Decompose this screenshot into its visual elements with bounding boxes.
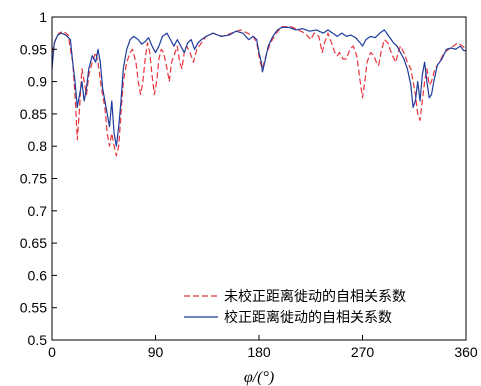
x-tick-label: 0	[48, 344, 56, 360]
y-tick-label: 0.75	[20, 171, 47, 187]
y-tick-label: 0.95	[20, 41, 47, 57]
legend-label: 校正距离徙动的自相关系数	[224, 309, 392, 326]
y-tick-label: 0.9	[28, 74, 48, 90]
y-tick-label: 0.55	[20, 300, 47, 316]
x-tick-label: 90	[148, 344, 164, 360]
axes-layer: 0 90 180 270 360 0.5 0.55 0.6 0.65 0.7 0.75 0.8 0.85…	[20, 9, 478, 386]
y-tick-label: 0.6	[28, 267, 48, 283]
y-tick-label: 0.5	[28, 332, 48, 348]
y-tick-label: 0.65	[20, 235, 47, 251]
x-axis-label: φ/(°)	[244, 369, 274, 386]
y-tick-label: 0.7	[28, 203, 48, 219]
y-tick-label: 0.85	[20, 106, 47, 122]
y-tick-label: 1	[39, 9, 47, 25]
x-tick-label: 270	[351, 344, 375, 360]
series-line-1	[51, 26, 466, 147]
x-tick-label: 360	[454, 344, 478, 360]
legend-label: 未校正距离徙动的自相关系数	[224, 288, 406, 305]
x-tick-label: 180	[247, 344, 271, 360]
y-tick-label: 0.8	[28, 138, 48, 154]
series-layer	[51, 26, 467, 157]
